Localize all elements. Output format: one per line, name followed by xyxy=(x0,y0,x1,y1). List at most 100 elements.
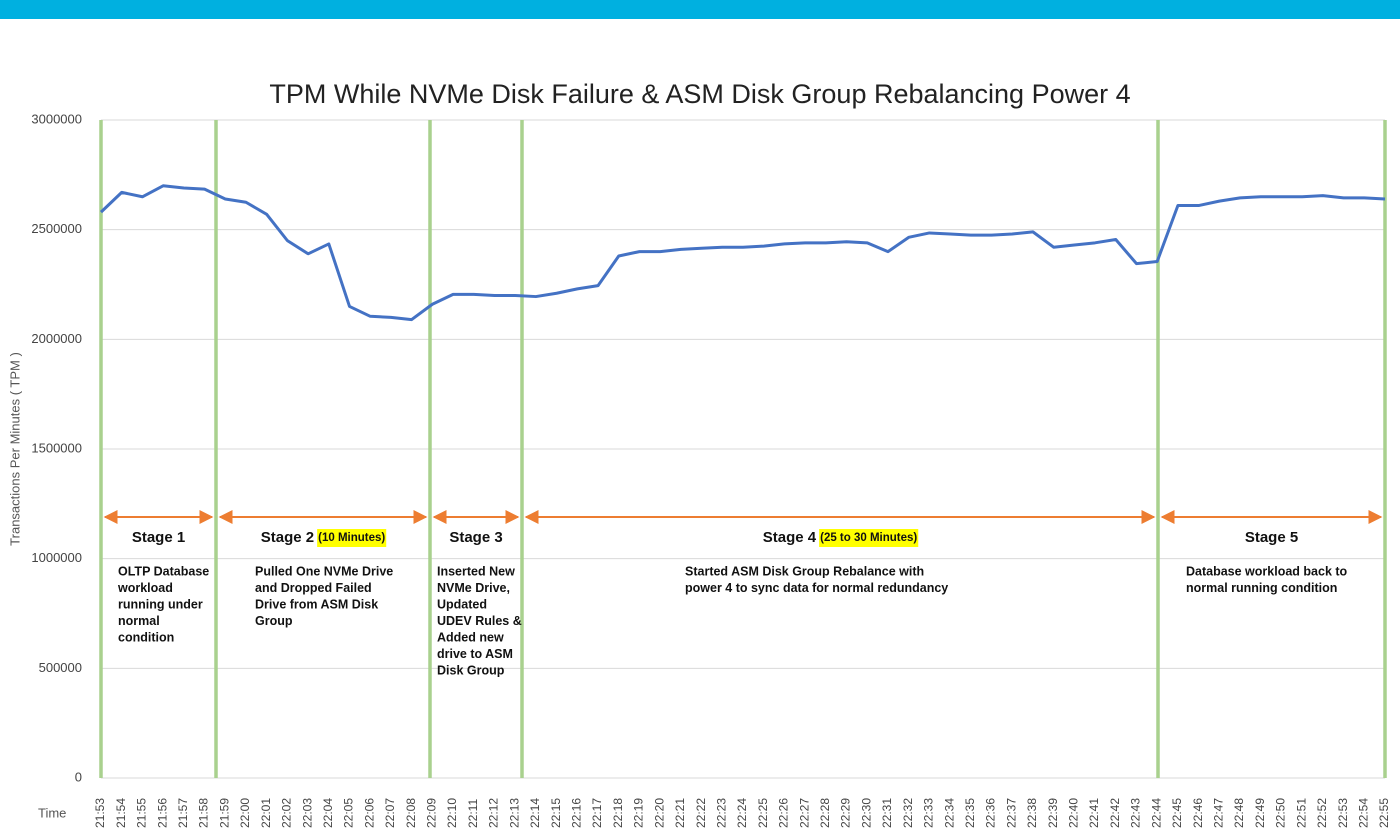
x-tick-label: 21:53 xyxy=(93,798,107,828)
x-tick-label: 22:37 xyxy=(1004,798,1018,828)
x-tick-label: 21:58 xyxy=(197,798,211,828)
y-tick-label: 2000000 xyxy=(31,331,82,346)
x-tick-label: 22:19 xyxy=(632,798,646,828)
x-tick-label: 22:23 xyxy=(714,798,728,828)
stage-description: running under xyxy=(118,597,203,611)
x-tick-label: 22:25 xyxy=(756,798,770,828)
x-tick-label: 22:52 xyxy=(1315,798,1329,828)
y-axis-label: Transactions Per Minutes ( TPM ) xyxy=(7,352,22,546)
stage-note: (10 Minutes) xyxy=(318,532,385,544)
x-tick-label: 21:56 xyxy=(155,798,169,828)
x-tick-label: 22:28 xyxy=(818,798,832,828)
stage-note: (25 to 30 Minutes) xyxy=(820,532,917,544)
stage-description: drive to ASM xyxy=(437,647,513,661)
y-tick-label: 0 xyxy=(75,769,82,784)
stage-description: OLTP Database xyxy=(118,564,209,578)
x-tick-label: 22:05 xyxy=(342,798,356,828)
stage-title: Stage 2 xyxy=(261,529,314,546)
stage-description: Started ASM Disk Group Rebalance with xyxy=(685,564,924,578)
x-tick-label: 22:31 xyxy=(880,798,894,828)
x-tick-label: 22:15 xyxy=(549,798,563,828)
x-tick-label: 22:18 xyxy=(611,798,625,828)
x-tick-label: 22:17 xyxy=(590,798,604,828)
x-tick-label: 22:36 xyxy=(984,798,998,828)
data-line xyxy=(99,184,1386,322)
x-tick-label: 22:48 xyxy=(1232,798,1246,828)
stage-title: Stage 5 xyxy=(1245,529,1298,546)
stage-description: condition xyxy=(118,630,174,644)
highlight xyxy=(819,529,919,547)
x-tick-label: 22:12 xyxy=(487,798,501,828)
stage-description: workload xyxy=(117,581,173,595)
x-tick-label: 21:57 xyxy=(176,798,190,828)
x-tick-label: 22:22 xyxy=(694,798,708,828)
x-tick-label: 22:43 xyxy=(1129,798,1143,828)
x-tick-label: 22:26 xyxy=(777,798,791,828)
x-tick-label: 22:02 xyxy=(280,798,294,828)
x-tick-label: 22:38 xyxy=(1025,798,1039,828)
stage-description: Updated xyxy=(437,597,487,611)
x-tick-label: 22:51 xyxy=(1294,798,1308,828)
x-tick-label: 22:04 xyxy=(321,798,335,828)
x-tick-label: 22:46 xyxy=(1191,798,1205,828)
top-banner xyxy=(0,0,1400,19)
x-tick-label: 21:59 xyxy=(217,798,231,828)
stage-description: Group xyxy=(255,614,293,628)
x-tick-label: 22:00 xyxy=(238,798,252,828)
x-tick-label: 22:07 xyxy=(383,798,397,828)
stage-description: and Dropped Failed xyxy=(255,581,372,595)
stage-description: NVMe Drive, xyxy=(437,581,510,595)
y-tick-label: 1500000 xyxy=(31,440,82,455)
stage-description: Database workload back to xyxy=(1186,564,1348,578)
x-tick-label: 22:03 xyxy=(300,798,314,828)
x-tick-label: 22:33 xyxy=(922,798,936,828)
x-tick-label: 21:55 xyxy=(135,798,149,828)
x-tick-label: 22:34 xyxy=(942,798,956,828)
x-tick-label: 22:47 xyxy=(1211,798,1225,828)
stage-description: Added new xyxy=(437,630,504,644)
x-tick-label: 22:50 xyxy=(1274,798,1288,828)
y-tick-label: 1000000 xyxy=(31,550,82,565)
stage-title: Stage 4 xyxy=(763,529,817,546)
y-tick-label: 3000000 xyxy=(31,111,82,126)
x-tick-label: 22:21 xyxy=(673,798,687,828)
x-tick-label: 22:13 xyxy=(507,798,521,828)
x-tick-label: 22:20 xyxy=(652,798,666,828)
x-tick-label: 22:10 xyxy=(445,798,459,828)
x-tick-label: 22:54 xyxy=(1356,798,1370,828)
x-tick-label: 22:44 xyxy=(1149,798,1163,828)
x-tick-label: 22:08 xyxy=(404,798,418,828)
chart-title: TPM While NVMe Disk Failure & ASM Disk G… xyxy=(269,79,1130,109)
stage-description: normal xyxy=(118,614,160,628)
x-tick-label: 22:53 xyxy=(1336,798,1350,828)
x-tick-label: 21:54 xyxy=(114,798,128,828)
y-tick-label: 2500000 xyxy=(31,221,82,236)
x-tick-label: 22:16 xyxy=(569,798,583,828)
x-tick-label: 22:11 xyxy=(466,799,480,828)
x-tick-label: 22:30 xyxy=(859,798,873,828)
x-tick-label: 22:35 xyxy=(963,798,977,828)
x-axis-label: Time xyxy=(38,805,66,820)
x-tick-label: 22:09 xyxy=(425,798,439,828)
x-tick-label: 22:41 xyxy=(1087,798,1101,828)
highlight xyxy=(317,529,387,547)
stage-description: Drive from ASM Disk xyxy=(255,597,378,611)
x-tick-label: 22:39 xyxy=(1046,798,1060,828)
x-tick-label: 22:45 xyxy=(1170,798,1184,828)
x-tick-label: 22:24 xyxy=(735,798,749,828)
x-tick-label: 22:49 xyxy=(1253,798,1267,828)
x-tick-label: 22:29 xyxy=(839,798,853,828)
stage-description: normal running condition xyxy=(1186,581,1337,595)
x-tick-label: 22:32 xyxy=(901,798,915,828)
stage-description: Inserted New xyxy=(437,564,515,578)
x-tick-label: 22:42 xyxy=(1108,798,1122,828)
stage-description: Pulled One NVMe Drive xyxy=(255,564,393,578)
x-tick-label: 22:40 xyxy=(1067,798,1081,828)
stage-title: Stage 1 xyxy=(132,529,185,546)
x-tick-label: 22:55 xyxy=(1377,798,1391,828)
stage-description: power 4 to sync data for normal redundan… xyxy=(685,581,948,595)
x-tick-label: 22:01 xyxy=(259,798,273,828)
stage-title: Stage 3 xyxy=(449,529,502,546)
x-tick-label: 22:27 xyxy=(797,798,811,828)
